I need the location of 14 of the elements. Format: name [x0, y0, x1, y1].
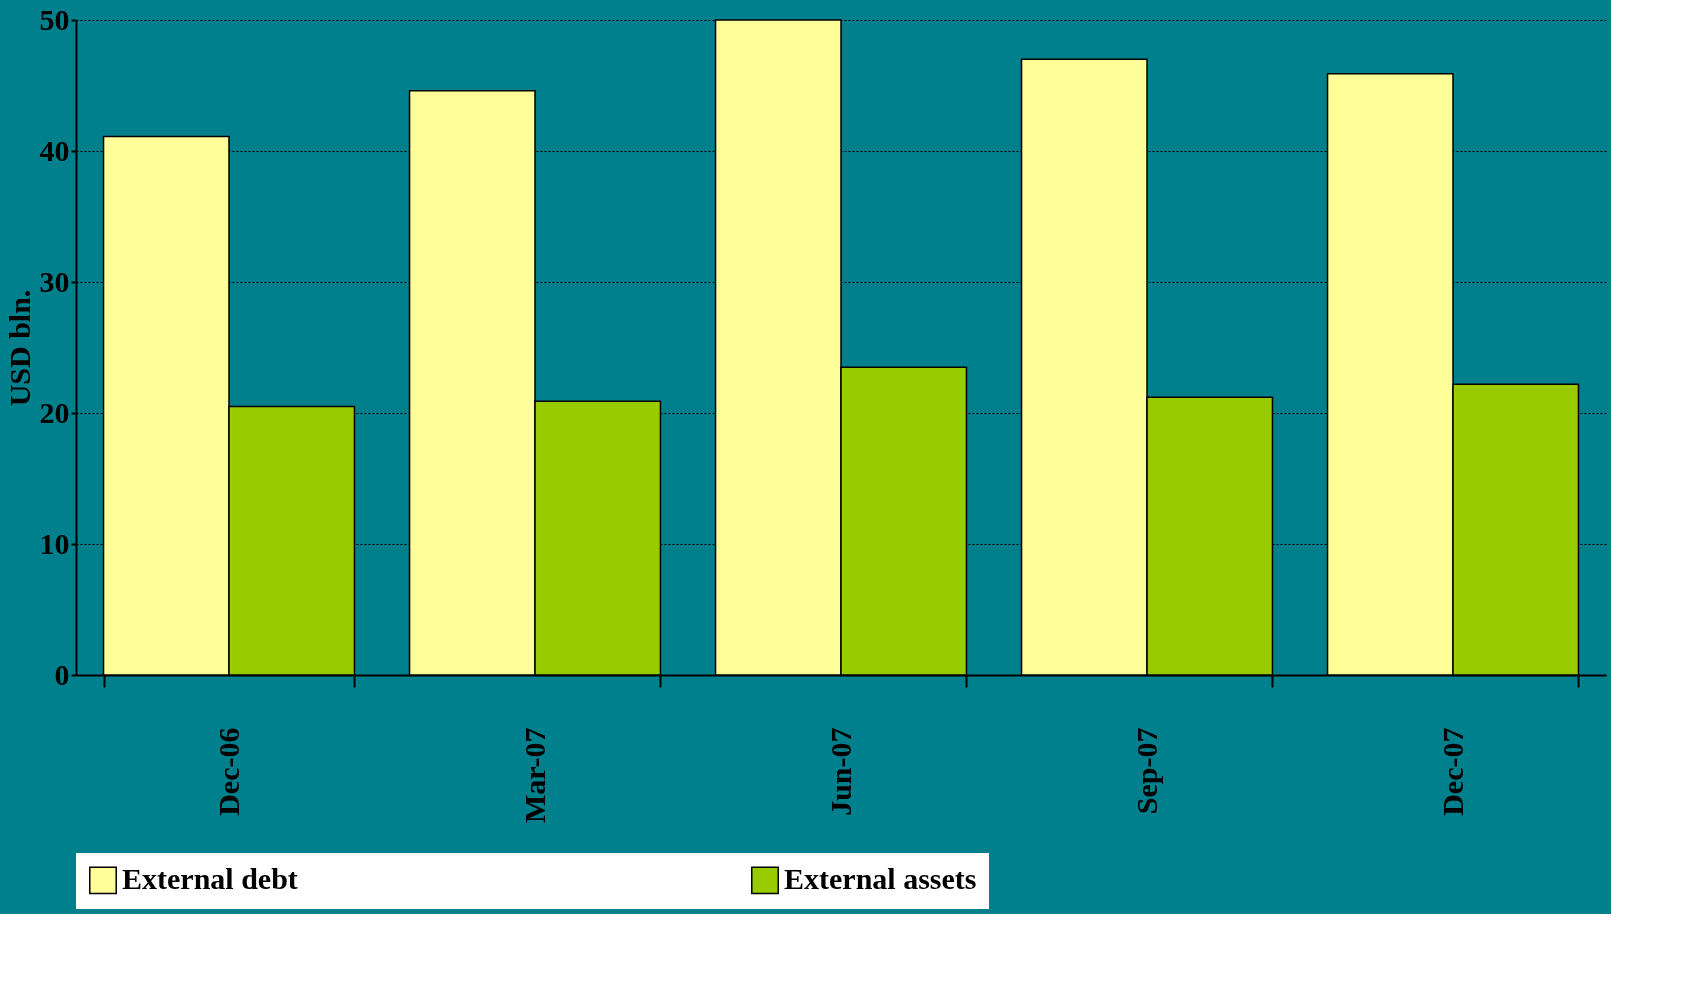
y-tick-label: 50 [39, 2, 70, 36]
y-tick-label: 30 [39, 264, 70, 298]
y-tick-label: 20 [39, 395, 70, 429]
x-tick-label: Dec-06 [211, 727, 245, 816]
y-tick-label: 40 [39, 133, 70, 167]
x-tick-label: Sep-07 [1129, 727, 1163, 815]
x-tick-label: Jun-07 [823, 727, 857, 816]
y-tick-label: 10 [39, 526, 70, 560]
x-tick-label: Dec-07 [1435, 727, 1469, 816]
legend-label: External assets [784, 862, 977, 896]
y-tick-label: 0 [54, 657, 70, 691]
x-tick-label: Mar-07 [517, 727, 551, 824]
y-axis-title: USD bln. [2, 289, 36, 407]
legend-label: External debt [122, 862, 298, 896]
